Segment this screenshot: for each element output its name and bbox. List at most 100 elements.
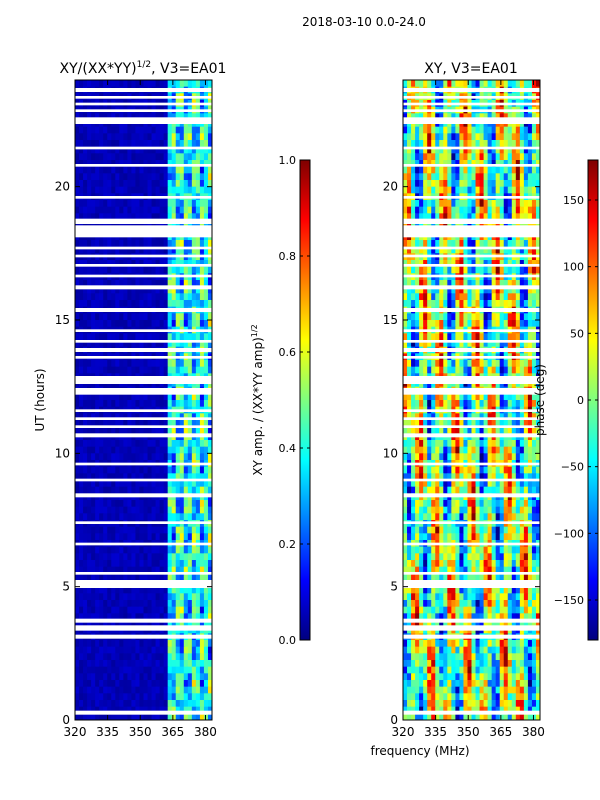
- amplitude-cell: [159, 293, 165, 301]
- amplitude-cell: [127, 266, 133, 274]
- amplitude-cell: [123, 300, 128, 308]
- amplitude-cell: [155, 640, 161, 648]
- amplitude-cell: [207, 126, 212, 134]
- amplitude-cell: [163, 240, 169, 248]
- phase-cell: [423, 113, 428, 121]
- amplitude-cell: [151, 600, 157, 608]
- amplitude-cell: [179, 646, 185, 654]
- amplitude-cell: [203, 713, 209, 720]
- amplitude-cell: [95, 713, 100, 720]
- amplitude-cell: [131, 80, 137, 88]
- phase-cell: [531, 280, 537, 288]
- amplitude-cell: [175, 526, 181, 534]
- amplitude-cell: [119, 300, 124, 308]
- amplitude-cell: [175, 333, 181, 341]
- amplitude-cell: [167, 213, 173, 221]
- amplitude-cell: [159, 513, 165, 521]
- amplitude-cell: [179, 560, 185, 568]
- amplitude-cell: [75, 133, 80, 141]
- amplitude-cell: [103, 606, 108, 614]
- phase-cell: [507, 280, 513, 288]
- amplitude-cell: [107, 613, 112, 621]
- amplitude-cell: [143, 160, 149, 168]
- phase-cell: [447, 126, 452, 134]
- amplitude-cell: [199, 686, 205, 694]
- phase-cell: [411, 320, 416, 328]
- amplitude-cell: [95, 246, 100, 254]
- amplitude-cell: [171, 600, 177, 608]
- phase-cell: [459, 366, 465, 374]
- amplitude-cell: [207, 153, 212, 161]
- amplitude-cell: [199, 206, 205, 214]
- amplitude-cell: [135, 706, 141, 714]
- phase-cell: [475, 393, 481, 401]
- phase-cell: [435, 240, 440, 248]
- phase-cell: [439, 173, 444, 181]
- amplitude-cell: [99, 526, 104, 534]
- amplitude-cell: [91, 180, 96, 188]
- phase-cell: [455, 266, 461, 274]
- amplitude-cell: [183, 360, 189, 368]
- amplitude-cell: [163, 213, 169, 221]
- amplitude-cell: [175, 366, 181, 374]
- amplitude-cell: [163, 340, 169, 348]
- amplitude-cell: [155, 206, 161, 214]
- amplitude-cell: [163, 260, 169, 268]
- phase-cell: [519, 366, 525, 374]
- phase-cell: [435, 126, 440, 134]
- phase-cell: [435, 393, 440, 401]
- amplitude-cell: [155, 146, 161, 154]
- amplitude-cell: [151, 320, 157, 328]
- phase-cell: [427, 240, 432, 248]
- phase-cell: [479, 200, 485, 208]
- colorbar-tick-label: 0.8: [279, 250, 297, 263]
- phase-cell: [415, 313, 420, 321]
- amplitude-cell: [83, 206, 88, 214]
- amplitude-cell: [83, 533, 88, 541]
- amplitude-cell: [175, 620, 181, 628]
- amplitude-cell: [159, 446, 165, 454]
- amplitude-cell: [183, 500, 189, 508]
- amplitude-cell: [139, 266, 145, 274]
- phase-cell: [459, 246, 465, 254]
- phase-cell: [427, 126, 432, 134]
- amplitude-cell: [207, 486, 212, 494]
- phase-cell: [411, 400, 416, 408]
- amplitude-cell: [207, 713, 212, 720]
- amplitude-cell: [195, 313, 201, 321]
- amplitude-cell: [151, 620, 157, 628]
- phase-cell: [475, 80, 481, 88]
- amplitude-cell: [131, 666, 137, 674]
- amplitude-cell: [139, 333, 145, 341]
- phase-cell: [531, 140, 537, 148]
- amplitude-cell: [79, 420, 84, 428]
- phase-cell: [403, 313, 408, 321]
- phase-cell: [491, 206, 497, 214]
- amplitude-cell: [131, 546, 137, 554]
- phase-cell: [415, 80, 420, 88]
- amplitude-cell: [111, 366, 116, 374]
- phase-cell: [483, 300, 489, 308]
- amplitude-cell: [187, 286, 193, 294]
- phase-cell: [435, 206, 440, 214]
- amplitude-cell: [183, 280, 189, 288]
- amplitude-cell: [139, 560, 145, 568]
- amplitude-cell: [191, 440, 197, 448]
- phase-cell: [431, 320, 436, 328]
- amplitude-cell: [131, 553, 137, 561]
- amplitude-cell: [199, 413, 205, 421]
- amplitude-cell: [155, 366, 161, 374]
- amplitude-cell: [123, 513, 128, 521]
- amplitude-cell: [199, 126, 205, 134]
- amplitude-cell: [99, 640, 104, 648]
- amplitude-cell: [179, 480, 185, 488]
- amplitude-cell: [79, 653, 84, 661]
- flagged-gap: [75, 308, 212, 312]
- amplitude-cell: [187, 486, 193, 494]
- amplitude-cell: [143, 320, 149, 328]
- phase-cell: [491, 200, 497, 208]
- amplitude-cell: [203, 146, 209, 154]
- phase-cell: [519, 146, 525, 154]
- amplitude-cell: [127, 566, 133, 574]
- phase-cell: [491, 173, 497, 181]
